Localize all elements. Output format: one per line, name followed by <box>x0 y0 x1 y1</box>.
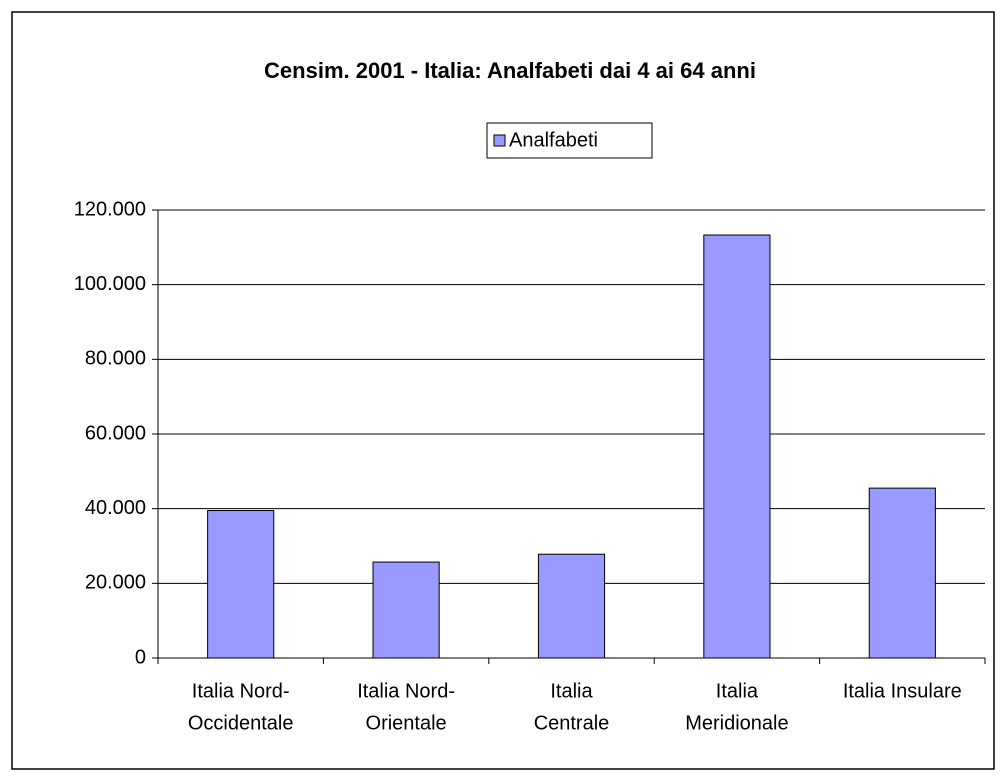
y-tick-label: 20.000 <box>85 572 146 594</box>
x-tick-label: Italia <box>550 680 593 702</box>
x-tick-label: Centrale <box>534 712 610 734</box>
chart-title: Censim. 2001 - Italia: Analfabeti dai 4 … <box>264 58 756 83</box>
bar <box>372 561 440 659</box>
x-tick-label: Italia Nord- <box>357 680 455 702</box>
x-tick-label: Orientale <box>366 712 447 734</box>
y-tick-label: 120.000 <box>74 198 146 220</box>
x-tick-label: Italia Nord- <box>192 680 290 702</box>
x-tick-label: Italia Insulare <box>843 680 962 702</box>
y-tick-label: 100.000 <box>74 273 146 295</box>
y-tick-label: 60.000 <box>85 422 146 444</box>
bar <box>703 234 771 659</box>
y-tick-label: 0 <box>135 646 146 668</box>
bar <box>537 553 606 659</box>
bar <box>868 487 936 659</box>
legend-box <box>486 122 653 159</box>
y-tick-label: 80.000 <box>85 348 146 370</box>
x-tick-label: Italia <box>716 680 759 702</box>
x-tick-label: Occidentale <box>188 712 294 734</box>
x-tick-label: Meridionale <box>685 712 788 734</box>
bar <box>207 510 275 659</box>
y-tick-label: 40.000 <box>85 497 146 519</box>
legend-label: Analfabeti <box>509 129 598 151</box>
legend-swatch <box>493 134 506 147</box>
